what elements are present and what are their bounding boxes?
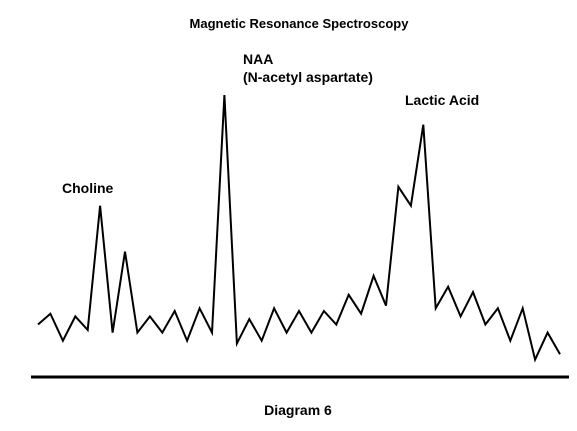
peak-label-lactic: Lactic Acid — [405, 92, 479, 108]
spectrum-line — [37, 94, 561, 363]
peak-label-lactic-line: Lactic Acid — [405, 92, 479, 108]
spectrum-series — [37, 94, 561, 363]
chart-title: Magnetic Resonance Spectroscopy — [190, 16, 410, 31]
peak-label-naa: NAA (N-acetyl aspartate) — [243, 51, 373, 85]
peak-labels: Choline NAA (N-acetyl aspartate) Lactic Aci… — [62, 51, 479, 196]
peak-label-choline-line: Choline — [62, 180, 114, 196]
peak-label-naa-line: NAA — [243, 51, 273, 67]
peak-label-naa-line: (N-acetyl aspartate) — [243, 69, 373, 85]
peak-label-choline: Choline — [62, 180, 114, 196]
figure-caption: Diagram 6 — [264, 402, 332, 418]
